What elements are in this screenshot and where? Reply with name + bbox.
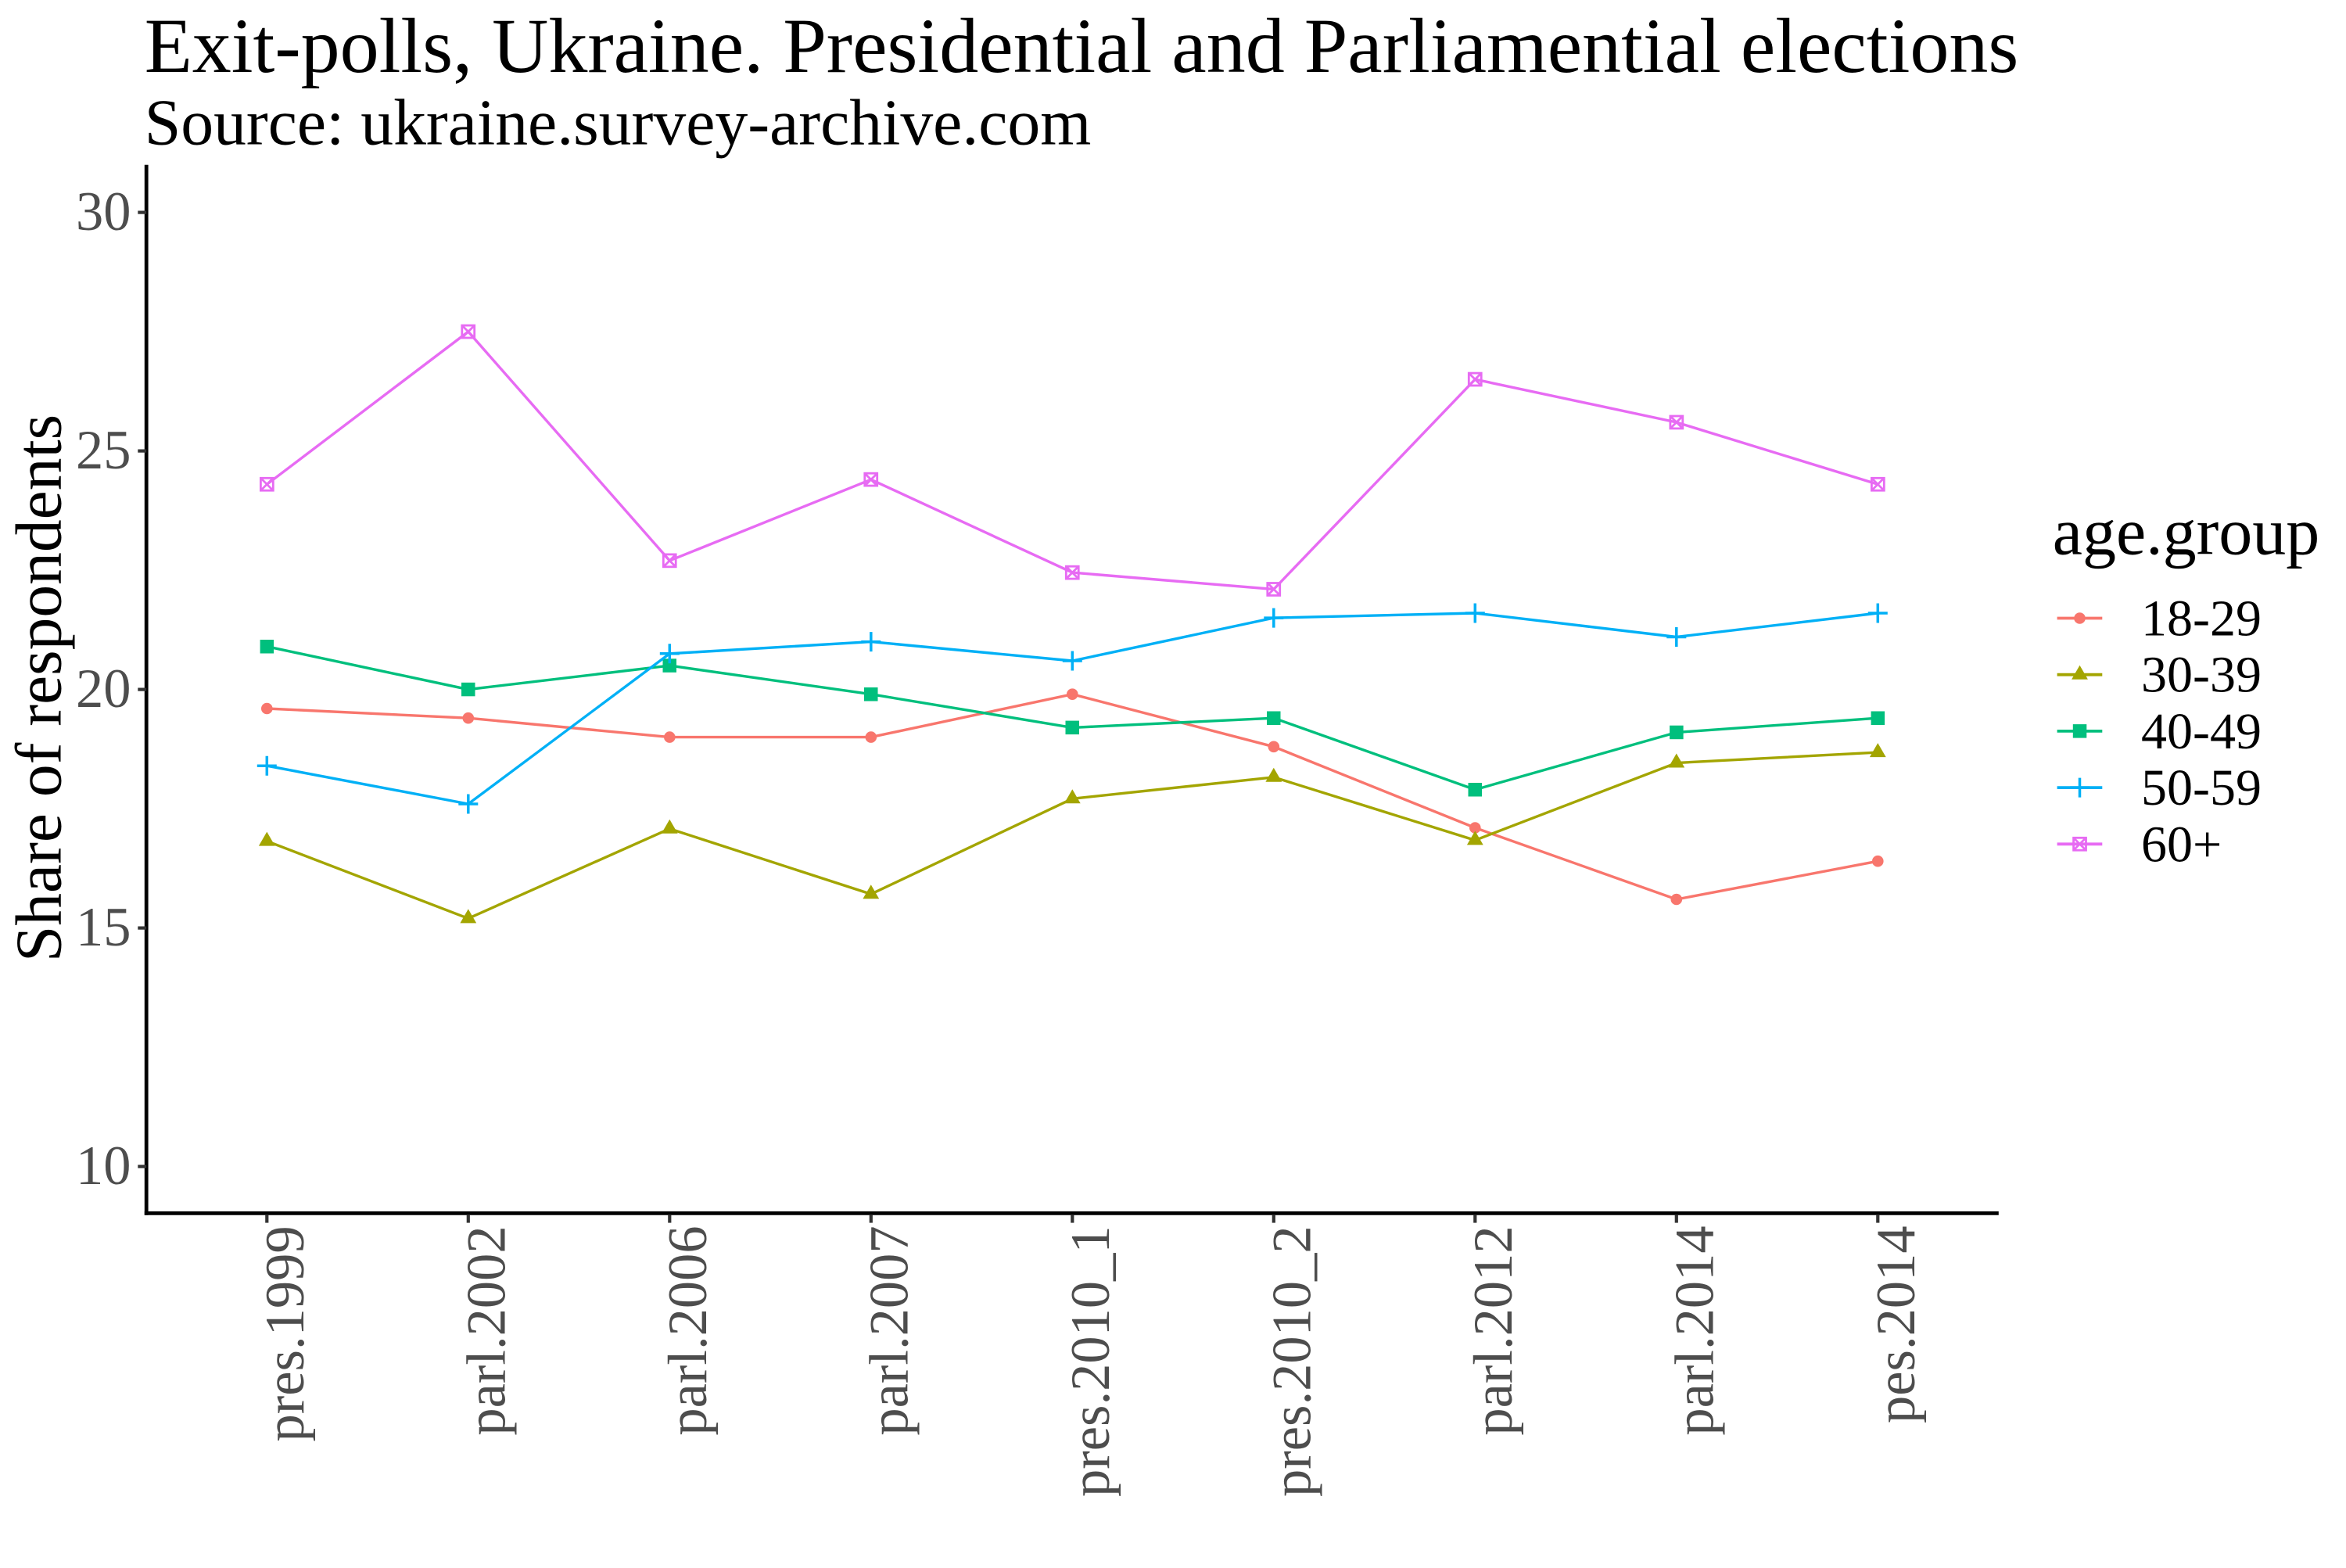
- svg-text:age.group: age.group: [2053, 494, 2319, 569]
- svg-text:parl.2012: parl.2012: [1463, 1225, 1524, 1435]
- svg-text:parl.2006: parl.2006: [658, 1225, 719, 1435]
- svg-text:18-29: 18-29: [2141, 590, 2262, 648]
- svg-text:Share of respondents: Share of respondents: [3, 414, 75, 962]
- svg-text:40-49: 40-49: [2141, 703, 2262, 760]
- svg-text:50-59: 50-59: [2141, 759, 2262, 816]
- svg-text:20: 20: [76, 658, 131, 719]
- svg-text:pres.1999: pres.1999: [255, 1225, 316, 1441]
- svg-text:15: 15: [76, 897, 131, 958]
- svg-text:parl.2014: parl.2014: [1665, 1225, 1726, 1435]
- svg-text:25: 25: [76, 420, 131, 481]
- svg-text:parl.2002: parl.2002: [457, 1225, 518, 1435]
- svg-text:pres.2010_1: pres.2010_1: [1060, 1225, 1121, 1497]
- svg-text:10: 10: [76, 1136, 131, 1197]
- svg-text:Source: ukraine.survey-archive: Source: ukraine.survey-archive.com: [145, 87, 1092, 160]
- svg-text:30: 30: [76, 181, 131, 242]
- svg-text:Exit-polls, Ukraine. President: Exit-polls, Ukraine. Presidential and Pa…: [145, 2, 2019, 89]
- svg-text:pres.2010_2: pres.2010_2: [1262, 1225, 1323, 1497]
- svg-text:parl.2007: parl.2007: [859, 1225, 920, 1435]
- svg-text:30-39: 30-39: [2141, 647, 2262, 704]
- svg-text:pes.2014: pes.2014: [1866, 1225, 1927, 1423]
- svg-text:60+: 60+: [2141, 816, 2222, 873]
